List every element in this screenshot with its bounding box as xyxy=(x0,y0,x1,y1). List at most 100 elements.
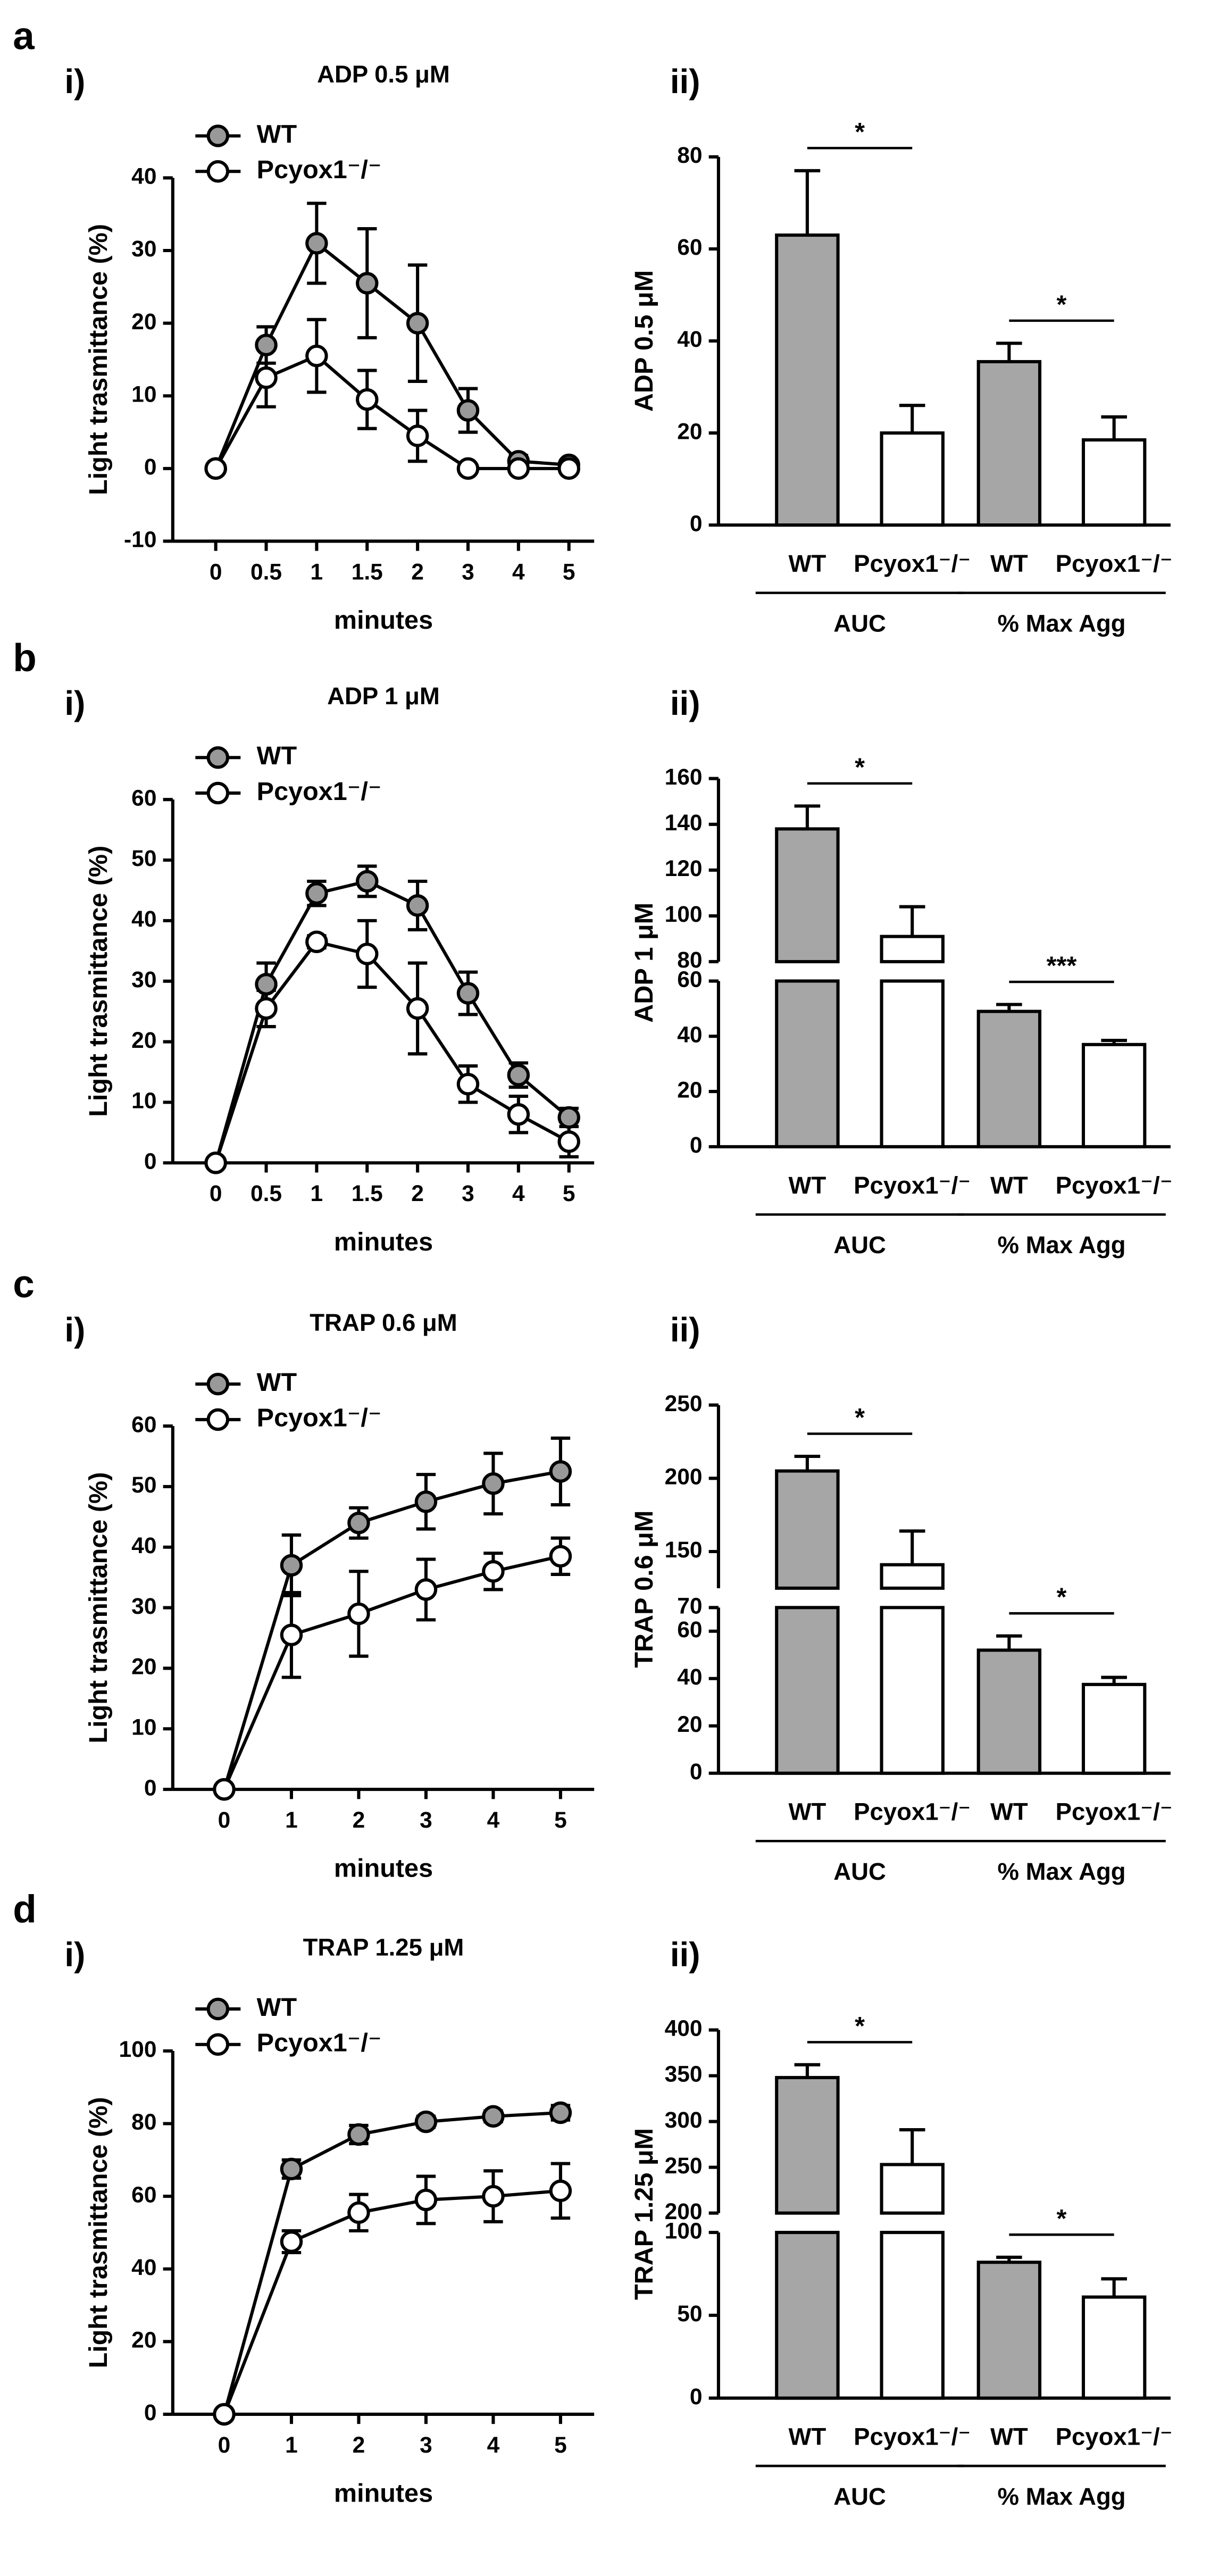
marker xyxy=(347,2201,370,2224)
marker xyxy=(507,1063,530,1087)
marker xyxy=(406,424,429,447)
x-tick-label: 3 xyxy=(420,1808,432,1833)
x-tick-label: 0 xyxy=(210,560,222,585)
marker xyxy=(305,930,328,953)
x-tick-label: 3 xyxy=(462,1181,474,1206)
x-tick-label: Pcyox1⁻/⁻ xyxy=(1056,550,1173,577)
marker xyxy=(347,2123,370,2146)
marker xyxy=(280,1623,303,1647)
x-tick-label: 1 xyxy=(311,1181,323,1206)
chart-title: ADP 0.5 μM xyxy=(317,61,450,88)
x-tick-label: 0 xyxy=(218,1808,231,1833)
x-tick-label: 4 xyxy=(512,560,525,585)
marker xyxy=(482,1472,505,1495)
sub-panel-label: i) xyxy=(64,684,85,722)
y-tick-label: 10 xyxy=(131,382,156,407)
group-label: AUC xyxy=(833,2483,886,2510)
x-tick-label: Pcyox1⁻/⁻ xyxy=(1056,2423,1173,2450)
marker xyxy=(255,334,278,356)
error-bar xyxy=(794,169,821,236)
x-tick-label: 0 xyxy=(210,1181,222,1206)
panel-label: a xyxy=(13,15,35,58)
bar-upper xyxy=(880,935,945,964)
legend-marker xyxy=(206,1372,230,1396)
x-tick-label: Pcyox1⁻/⁻ xyxy=(854,2423,971,2450)
marker xyxy=(356,870,379,893)
chart-title: TRAP 1.25 μM xyxy=(303,1934,464,1961)
y-tick-label: 40 xyxy=(131,1533,156,1558)
y-tick-label: 60 xyxy=(131,2182,156,2207)
y-tick-label: 50 xyxy=(131,1473,156,1498)
y-tick-label: 20 xyxy=(677,419,702,444)
panel-label: c xyxy=(13,1263,35,1306)
panel-label: b xyxy=(13,636,36,679)
marker xyxy=(507,457,530,480)
significance-label: * xyxy=(855,2012,865,2040)
x-tick-label: 1.5 xyxy=(352,560,383,585)
sub-panel-label: i) xyxy=(64,62,85,101)
marker xyxy=(549,2179,572,2203)
marker xyxy=(305,882,328,905)
marker xyxy=(456,457,480,480)
bar xyxy=(976,1010,1042,1148)
y-tick-label: 40 xyxy=(677,1665,702,1690)
bar xyxy=(775,979,840,1148)
group-label: AUC xyxy=(833,1858,886,1885)
y-tick-label: 60 xyxy=(131,786,156,811)
bar xyxy=(976,1648,1042,1775)
x-tick-label: 0 xyxy=(218,2433,231,2458)
marker xyxy=(557,1106,580,1129)
bar xyxy=(1081,1682,1147,1775)
error-bar xyxy=(996,2255,1022,2263)
y-tick-label: 100 xyxy=(665,902,703,927)
chart-title: TRAP 0.6 μM xyxy=(310,1309,457,1336)
y-tick-label: 10 xyxy=(131,1089,156,1114)
error-bar xyxy=(899,905,925,937)
bar xyxy=(1081,1043,1147,1148)
y-tick-label: 100 xyxy=(119,2037,157,2062)
y-tick-label: 60 xyxy=(677,1618,702,1643)
legend-label: WT xyxy=(257,120,297,148)
error-bar xyxy=(1101,1675,1127,1685)
marker xyxy=(414,2188,438,2212)
marker xyxy=(356,272,379,295)
x-tick-label: WT xyxy=(990,1172,1028,1199)
legend-marker xyxy=(206,1997,230,2021)
y-tick-label: 40 xyxy=(677,1022,702,1047)
x-tick-label: 5 xyxy=(554,1808,567,1833)
bar xyxy=(976,360,1042,527)
significance-label: * xyxy=(855,1403,865,1432)
legend-label: WT xyxy=(257,1993,297,2022)
marker xyxy=(549,1545,572,1568)
marker xyxy=(414,2110,438,2133)
series-line xyxy=(222,1554,561,1790)
y-tick-label: 50 xyxy=(131,846,156,871)
bar xyxy=(880,979,945,1148)
x-tick-label: 2 xyxy=(353,1808,365,1833)
x-tick-label: WT xyxy=(788,1798,826,1825)
y-tick-label: 40 xyxy=(131,2255,156,2280)
bar xyxy=(775,1606,840,1775)
x-tick-label: 1 xyxy=(285,2433,298,2458)
x-tick-label: 2 xyxy=(353,2433,365,2458)
bar xyxy=(1081,2295,1147,2400)
y-tick-label: 40 xyxy=(131,164,156,189)
legend-marker xyxy=(206,746,230,769)
legend-label: Pcyox1⁻/⁻ xyxy=(257,777,382,806)
x-tick-label: 1.5 xyxy=(352,1181,383,1206)
sub-panel-label: i) xyxy=(64,1311,85,1349)
y-tick-label: 120 xyxy=(665,856,703,881)
y-tick-label: 0 xyxy=(690,1133,703,1158)
y-tick-label: 60 xyxy=(131,1412,156,1437)
error-bar xyxy=(794,2063,821,2078)
y-tick-label: 140 xyxy=(665,811,703,836)
y-tick-label: 160 xyxy=(665,765,703,790)
group-label: % Max Agg xyxy=(997,1231,1125,1258)
marker xyxy=(213,2403,236,2426)
y-tick-label: 10 xyxy=(131,1715,156,1740)
marker xyxy=(482,1560,505,1583)
y-axis-label: TRAP 0.6 μM xyxy=(630,1511,658,1668)
y-tick-label: 350 xyxy=(665,2062,703,2087)
marker xyxy=(204,1151,227,1174)
marker xyxy=(482,2105,505,2128)
